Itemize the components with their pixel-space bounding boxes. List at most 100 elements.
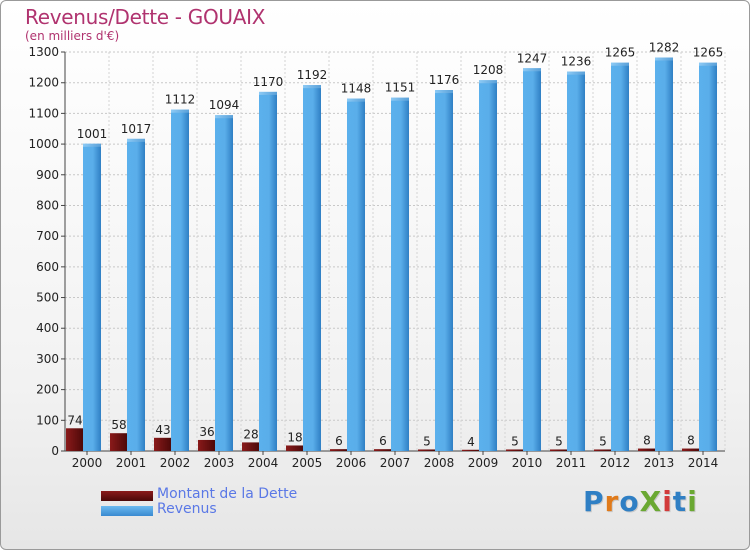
logo-letter: r <box>604 485 620 518</box>
x-tick-label: 2010 <box>512 456 543 470</box>
bar-revenus <box>259 91 277 452</box>
x-tick-label: 2013 <box>644 456 675 470</box>
bar-revenus-top <box>171 109 189 113</box>
axes: 0 100 200 300 400 500 600 700 800 900 1000 1100 1200… <box>28 45 725 470</box>
bar-dette <box>682 448 700 451</box>
data-label-revenus: 1176 <box>429 73 460 87</box>
data-label-revenus: 1208 <box>473 63 504 77</box>
bar-revenus <box>567 71 585 452</box>
data-label-dette: 74 <box>67 413 82 427</box>
data-label-revenus: 1236 <box>561 55 592 69</box>
y-tick-label: 600 <box>36 260 59 274</box>
data-label-dette: 5 <box>555 434 563 448</box>
x-tick-label: 2009 <box>468 456 499 470</box>
bar-revenus <box>391 97 409 451</box>
bar-revenus <box>303 85 321 451</box>
y-tick-label: 400 <box>36 321 59 335</box>
logo-letter: P <box>583 485 605 518</box>
bar-revenus <box>83 143 101 451</box>
logo-letter: t <box>672 485 688 518</box>
x-tick-label: 2007 <box>380 456 411 470</box>
data-label-revenus: 1282 <box>649 41 680 55</box>
bar-revenus-top <box>435 90 453 94</box>
data-label-dette: 4 <box>467 435 475 449</box>
bar-dette <box>374 449 392 451</box>
data-label-revenus: 1112 <box>165 93 196 107</box>
data-label-dette: 58 <box>111 418 126 432</box>
data-label-dette: 43 <box>155 423 170 437</box>
y-tick-label: 1200 <box>28 76 59 90</box>
bar-revenus-top <box>523 68 541 72</box>
data-label-revenus: 1094 <box>209 98 240 112</box>
x-tick-label: 2012 <box>600 456 631 470</box>
bar-dette <box>286 445 304 451</box>
bar-dette <box>638 448 656 451</box>
data-label-dette: 28 <box>243 427 258 441</box>
bar-revenus-top <box>479 80 497 84</box>
data-label-dette: 8 <box>687 434 695 448</box>
data-label-revenus: 1017 <box>121 122 152 136</box>
y-tick-label: 500 <box>36 291 59 305</box>
bar-dette <box>506 449 524 451</box>
bar-revenus-top <box>127 138 145 142</box>
logo-letter: X <box>639 485 663 518</box>
logo-letter: i <box>687 485 698 518</box>
legend-swatch-revenus <box>101 506 153 516</box>
data-label-revenus: 1151 <box>385 81 416 95</box>
data-label-dette: 5 <box>599 434 607 448</box>
x-tick-label: 2004 <box>248 456 279 470</box>
data-label-dette: 36 <box>199 425 214 439</box>
bar-dette <box>594 449 612 451</box>
data-label-revenus: 1148 <box>341 82 372 96</box>
bar-revenus <box>435 90 453 451</box>
x-tick-label: 2011 <box>556 456 587 470</box>
bar-dette <box>66 428 84 451</box>
bars <box>66 57 717 452</box>
x-tick-label: 2000 <box>72 456 103 470</box>
bar-revenus-top <box>699 62 717 66</box>
x-tick-label: 2003 <box>204 456 235 470</box>
y-tick-label: 1000 <box>28 137 59 151</box>
bar-revenus <box>127 138 145 451</box>
bar-revenus <box>171 109 189 451</box>
bar-revenus-top <box>567 71 585 75</box>
data-label-revenus: 1265 <box>693 46 724 60</box>
bar-revenus <box>347 98 365 451</box>
data-label-revenus: 1001 <box>77 127 108 141</box>
y-tick-label: 1300 <box>28 45 59 59</box>
data-label-dette: 5 <box>511 434 519 448</box>
y-tick-label: 900 <box>36 168 59 182</box>
bar-dette <box>462 449 480 451</box>
y-tick-label: 700 <box>36 229 59 243</box>
chart-title: Revenus/Dette - GOUAIX <box>25 5 266 29</box>
bar-dette <box>550 449 568 451</box>
bar-revenus <box>699 62 717 451</box>
bar-dette <box>330 449 348 451</box>
bar-revenus <box>479 80 497 451</box>
bar-revenus-top <box>259 91 277 95</box>
y-tick-label: 200 <box>36 383 59 397</box>
data-label-revenus: 1265 <box>605 46 636 60</box>
legend-swatch-dette <box>101 491 153 501</box>
data-label-dette: 6 <box>335 434 343 448</box>
bar-revenus <box>215 115 233 452</box>
data-label-dette: 6 <box>379 434 387 448</box>
x-tick-label: 2006 <box>336 456 367 470</box>
x-tick-label: 2001 <box>116 456 147 470</box>
data-labels: 7410015810174311123610942811701811926114… <box>67 41 723 449</box>
bar-revenus-top <box>303 85 321 89</box>
bar-revenus-top <box>83 143 101 147</box>
bar-revenus <box>523 68 541 452</box>
legend-label-revenus: Revenus <box>157 501 217 517</box>
data-label-dette: 18 <box>287 430 302 444</box>
bar-revenus-top <box>215 115 233 119</box>
logo-letter: o <box>619 485 640 518</box>
bar-dette <box>154 437 172 451</box>
data-label-dette: 8 <box>643 434 651 448</box>
y-tick-label: 100 <box>36 413 59 427</box>
legend-label-dette: Montant de la Dette <box>157 486 298 502</box>
y-tick-label: 800 <box>36 198 59 212</box>
bar-revenus <box>611 62 629 451</box>
